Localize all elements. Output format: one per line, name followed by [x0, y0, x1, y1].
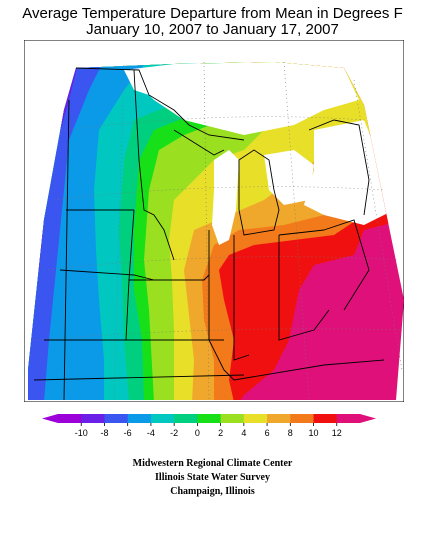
legend-tick-label: -4 — [147, 428, 155, 438]
legend-swatch — [336, 414, 361, 423]
credit-center: Midwestern Regional Climate Center — [132, 458, 293, 469]
legend-swatch — [197, 414, 222, 423]
state-boundaries — [33, 67, 385, 401]
legend-tick-label: -2 — [170, 428, 178, 438]
graticule — [33, 61, 403, 401]
map-title: Average Temperature Departure from Mean … — [22, 5, 403, 22]
legend-swatch — [220, 414, 245, 423]
legend-swatch — [150, 414, 175, 423]
legend-tick-label: 8 — [288, 428, 293, 438]
map-date-range: January 10, 2007 to January 17, 2007 — [86, 21, 339, 38]
legend-swatch — [243, 414, 268, 423]
legend-swatch — [81, 414, 105, 423]
legend-tick-label: 4 — [241, 428, 246, 438]
legend-tick-label: 10 — [309, 428, 319, 438]
legend-swatch — [174, 414, 198, 423]
legend-swatch — [104, 414, 129, 423]
color-legend: -10 -8 -6 -4 -2 0 2 4 6 8 10 12 — [42, 414, 376, 438]
temperature-departure-map — [24, 40, 404, 402]
legend-tick-label: 0 — [195, 428, 200, 438]
legend-swatch — [290, 414, 315, 423]
legend-swatch — [313, 414, 338, 423]
legend-arrow-low — [42, 414, 58, 423]
legend-tick-label: 12 — [332, 428, 342, 438]
legend-tick-label: 6 — [265, 428, 270, 438]
legend-arrow-high — [360, 414, 376, 423]
legend-tick-label: 2 — [218, 428, 223, 438]
contour-fill — [28, 62, 404, 400]
legend-tick-label: -8 — [100, 428, 108, 438]
legend-swatch — [267, 414, 291, 423]
legend-swatch — [58, 414, 82, 423]
legend-tick-label: -6 — [124, 428, 132, 438]
credit-survey: Illinois State Water Survey — [155, 472, 270, 483]
credit-location: Champaign, Illinois — [170, 486, 255, 497]
legend-tick-label: -10 — [75, 428, 88, 438]
legend-swatch — [127, 414, 152, 423]
